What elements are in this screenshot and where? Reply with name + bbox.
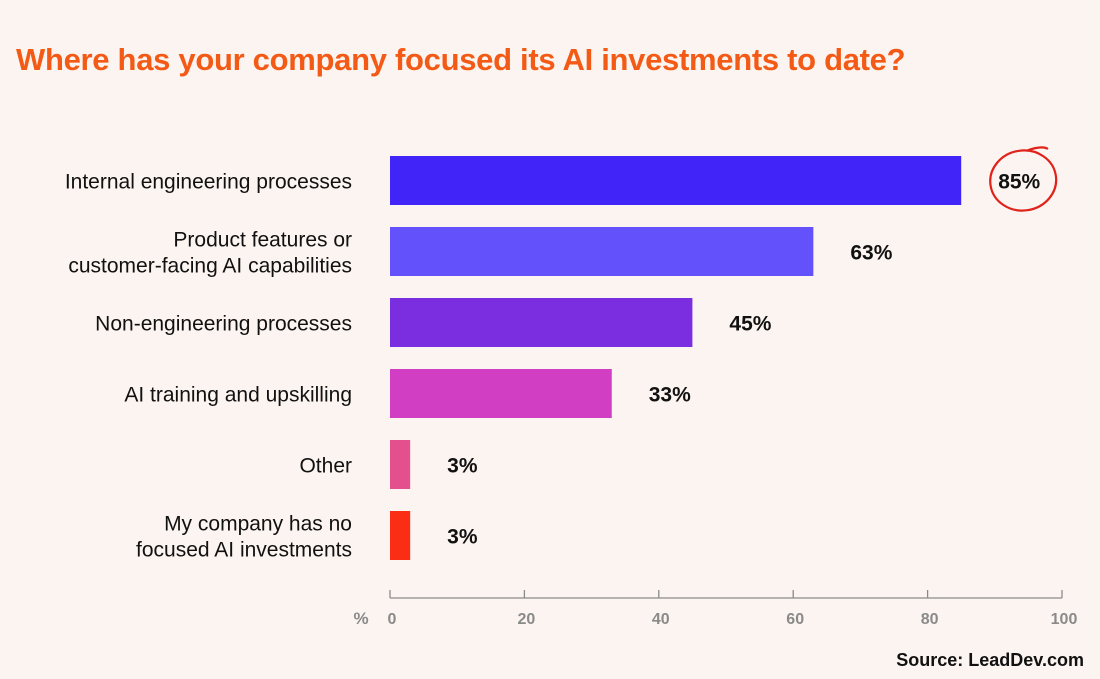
highlight-circle-tail	[1026, 146, 1049, 152]
highlight-circle	[989, 149, 1058, 212]
bar-1	[390, 156, 962, 205]
x-tick-label: 60	[786, 611, 804, 628]
x-tick-label: 40	[652, 611, 670, 628]
category-label-line: Other	[299, 455, 352, 478]
bar-4	[390, 369, 612, 418]
category-label: AI training and upskilling	[124, 384, 352, 407]
category-label-line: Internal engineering processes	[65, 171, 352, 194]
chart-title: Where has your company focused its AI in…	[16, 42, 906, 77]
bar-2	[390, 227, 814, 276]
x-tick-label: 80	[921, 611, 939, 628]
x-tick-label: 0	[388, 611, 397, 628]
x-tick-label: 20	[518, 611, 536, 628]
category-label: Internal engineering processes	[65, 171, 352, 194]
category-label-line: AI training and upskilling	[124, 384, 352, 407]
value-label: 3%	[447, 455, 478, 478]
bar-3	[390, 298, 693, 347]
value-label: 85%	[998, 171, 1040, 194]
bar-5	[390, 440, 411, 489]
value-label: 63%	[850, 242, 892, 265]
value-label: 45%	[729, 313, 771, 336]
category-label-line: My company has no	[164, 513, 352, 536]
category-label-line: Product features or	[173, 229, 352, 252]
category-label: Product features or customer-facing AI ca…	[68, 229, 352, 278]
category-label-line: customer-facing AI capabilities	[68, 255, 352, 278]
value-label: 33%	[649, 384, 691, 407]
x-axis-label: %	[353, 609, 368, 628]
category-label-line: focused AI investments	[136, 539, 352, 562]
bar-6	[390, 511, 411, 560]
source-credit: Source: LeadDev.com	[896, 650, 1084, 670]
category-label: My company has no focused AI investments	[136, 513, 352, 562]
x-tick-label: 100	[1051, 611, 1078, 628]
category-label: Non-engineering processes	[95, 313, 352, 336]
category-label: Other	[299, 455, 352, 478]
category-label-line: Non-engineering processes	[95, 313, 352, 336]
value-label: 3%	[447, 526, 478, 549]
